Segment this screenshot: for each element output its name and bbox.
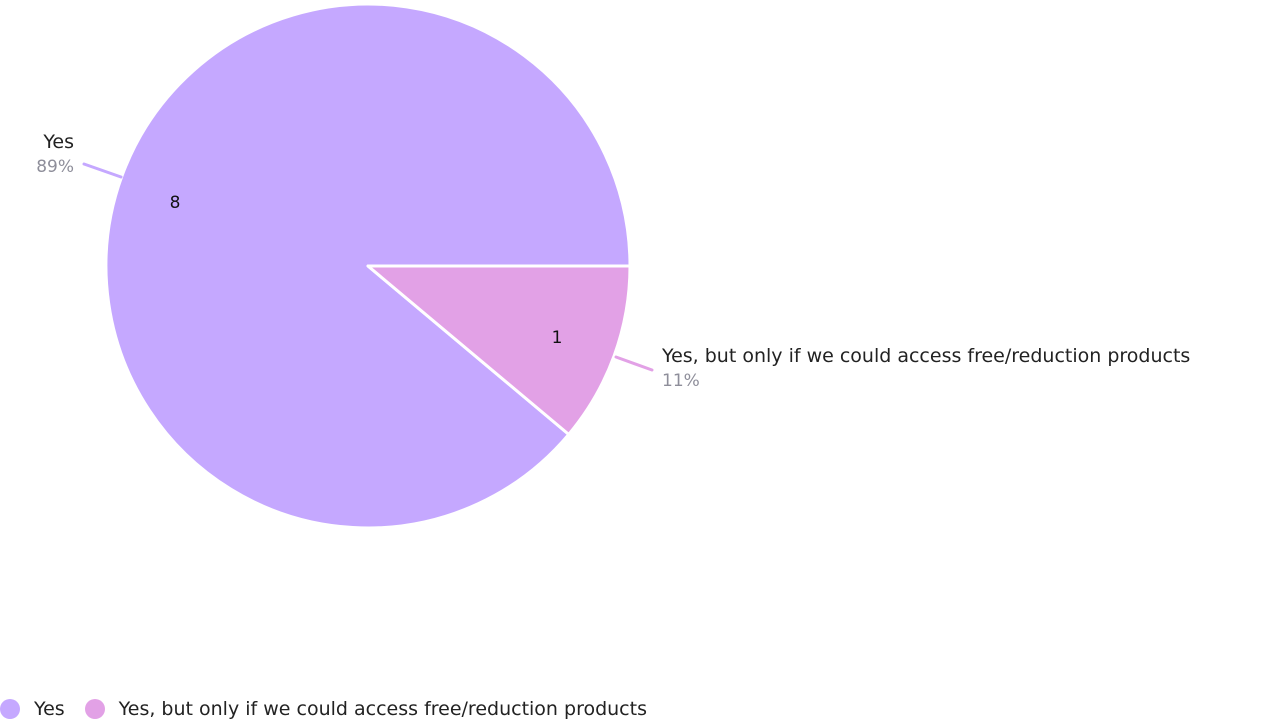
legend: Yes Yes, but only if we could access fre… — [0, 698, 667, 720]
legend-label-yes: Yes — [34, 698, 65, 720]
legend-label-yes-conditional: Yes, but only if we could access free/re… — [118, 698, 647, 720]
legend-item-yes[interactable]: Yes — [0, 698, 65, 720]
slice-percent-1: 11% — [662, 371, 700, 391]
legend-item-yes-conditional[interactable]: Yes, but only if we could access free/re… — [84, 698, 647, 720]
leader-line-0 — [82, 162, 123, 179]
slice-label-1: Yes, but only if we could access free/re… — [661, 345, 1190, 367]
slice-value-0: 8 — [170, 193, 181, 213]
legend-swatch-yes — [0, 699, 20, 719]
slice-label-0: Yes — [42, 131, 74, 153]
legend-swatch-yes-conditional — [84, 699, 105, 719]
leader-line-1 — [614, 355, 654, 372]
slice-value-1: 1 — [552, 328, 563, 348]
slice-percent-0: 89% — [36, 157, 74, 177]
pie-slice-1[interactable] — [366, 264, 632, 436]
